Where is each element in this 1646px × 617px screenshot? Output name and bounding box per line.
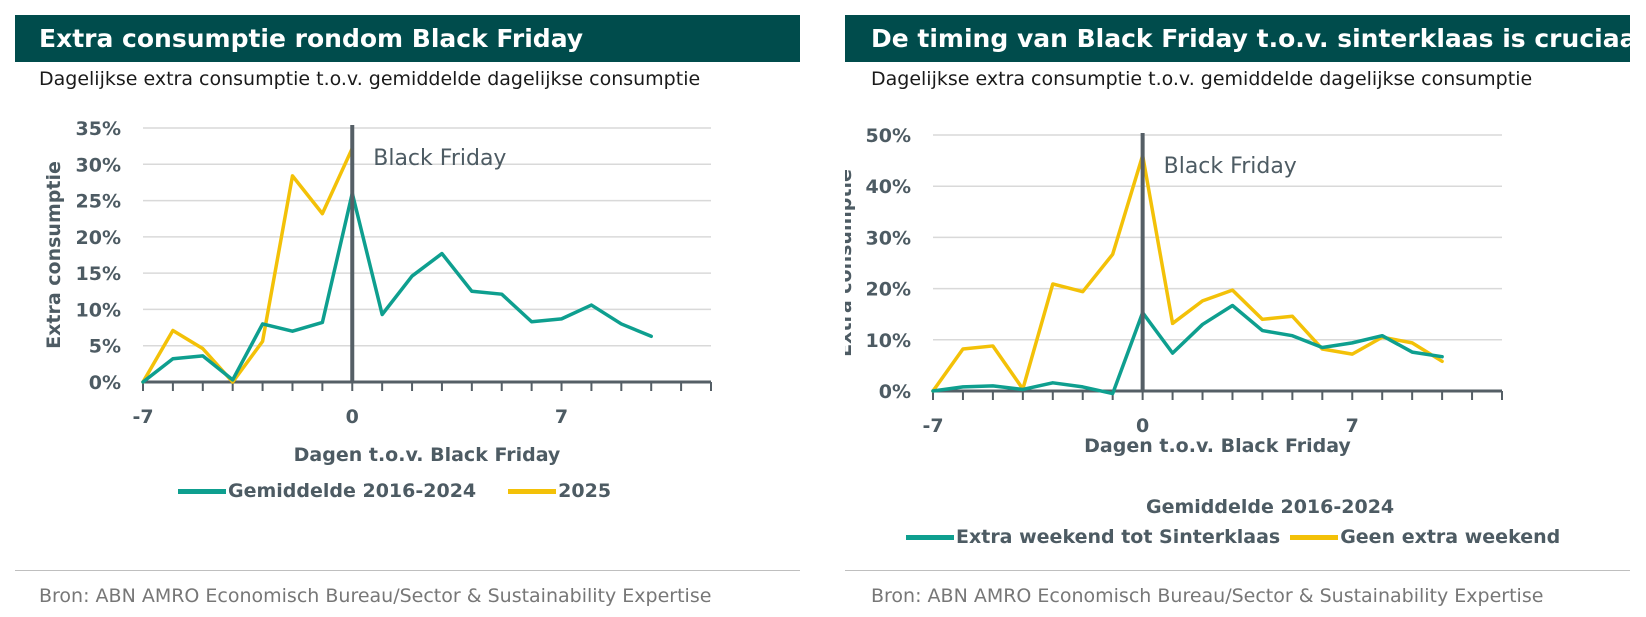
x-axis-title: Dagen t.o.v. Black Friday [294,444,561,466]
series-line [141,146,355,384]
x-tick-label: -7 [922,415,943,437]
y-tick-label: 30% [76,154,121,176]
black-friday-annotation: Black Friday [373,146,506,171]
series-line [931,153,1444,393]
chart-left: 0% 5% 10% 15% 20% 25% 30% 35% -7 0 7 Dagen t.o.v. B… [43,118,712,466]
source-text: Bron: ABN AMRO Economisch Bureau/Sector … [871,585,1544,607]
y-tick-label: 10% [76,299,121,321]
y-tick-label: 10% [866,330,911,352]
chart-panel-right: De timing van Black Friday t.o.v. sinter… [845,0,1646,617]
legend-label: Geen extra weekend [1340,526,1561,548]
chart-title: Extra consumptie rondom Black Friday [15,15,800,62]
source-divider [845,570,1630,571]
y-tick-label: 0% [89,372,121,394]
chart-subtitle: Dagelijkse extra consumptie t.o.v. gemid… [39,68,701,90]
y-tick-label: 20% [866,279,911,301]
x-tick-label: -7 [132,406,153,428]
chart-title: De timing van Black Friday t.o.v. sinter… [845,15,1630,62]
legend-right: Extra weekend tot Sinterklaas Geen extra… [906,526,1560,548]
y-tick-label: 50% [866,125,911,147]
y-tick-label: 20% [76,227,121,249]
y-tick-label: 15% [76,263,121,285]
y-tick-label: 35% [76,118,121,140]
legend-title: Gemiddelde 2016-2024 [1146,496,1395,518]
legend-swatch-gold [508,488,557,494]
legend-left: Gemiddelde 2016-2024 2025 [178,480,611,502]
chart-panel-left: Extra consumptie rondom Black Friday Dag… [0,0,820,617]
y-tick-label: 40% [866,176,911,198]
series-line [931,303,1444,396]
y-tick-label: 0% [879,381,911,403]
x-tick-label: 0 [346,406,359,428]
legend-swatch-teal [906,534,954,540]
x-tick-label: 7 [555,406,568,428]
x-axis-title: Dagen t.o.v. Black Friday [1084,435,1351,457]
legend-label: 2025 [558,480,612,502]
black-friday-annotation: Black Friday [1164,154,1297,179]
source-text: Bron: ABN AMRO Economisch Bureau/Sector … [39,585,712,607]
x-tick-label: 7 [1346,415,1359,437]
source-divider [15,570,800,571]
x-tick-label: 0 [1136,415,1149,437]
chart-subtitle: Dagelijkse extra consumptie t.o.v. gemid… [871,68,1533,90]
legend-label: Extra weekend tot Sinterklaas [956,526,1281,548]
y-tick-label: 25% [76,191,121,213]
y-axis-title: Extra consumptie [43,161,65,349]
series-line [141,191,653,384]
legend-swatch-gold [1290,534,1339,540]
y-tick-label: 5% [89,336,121,358]
legend-swatch-teal [178,488,226,494]
legend-label: Gemiddelde 2016-2024 [228,480,477,502]
y-tick-label: 30% [866,227,911,249]
y-axis-title: Extra consumptie [845,169,856,357]
